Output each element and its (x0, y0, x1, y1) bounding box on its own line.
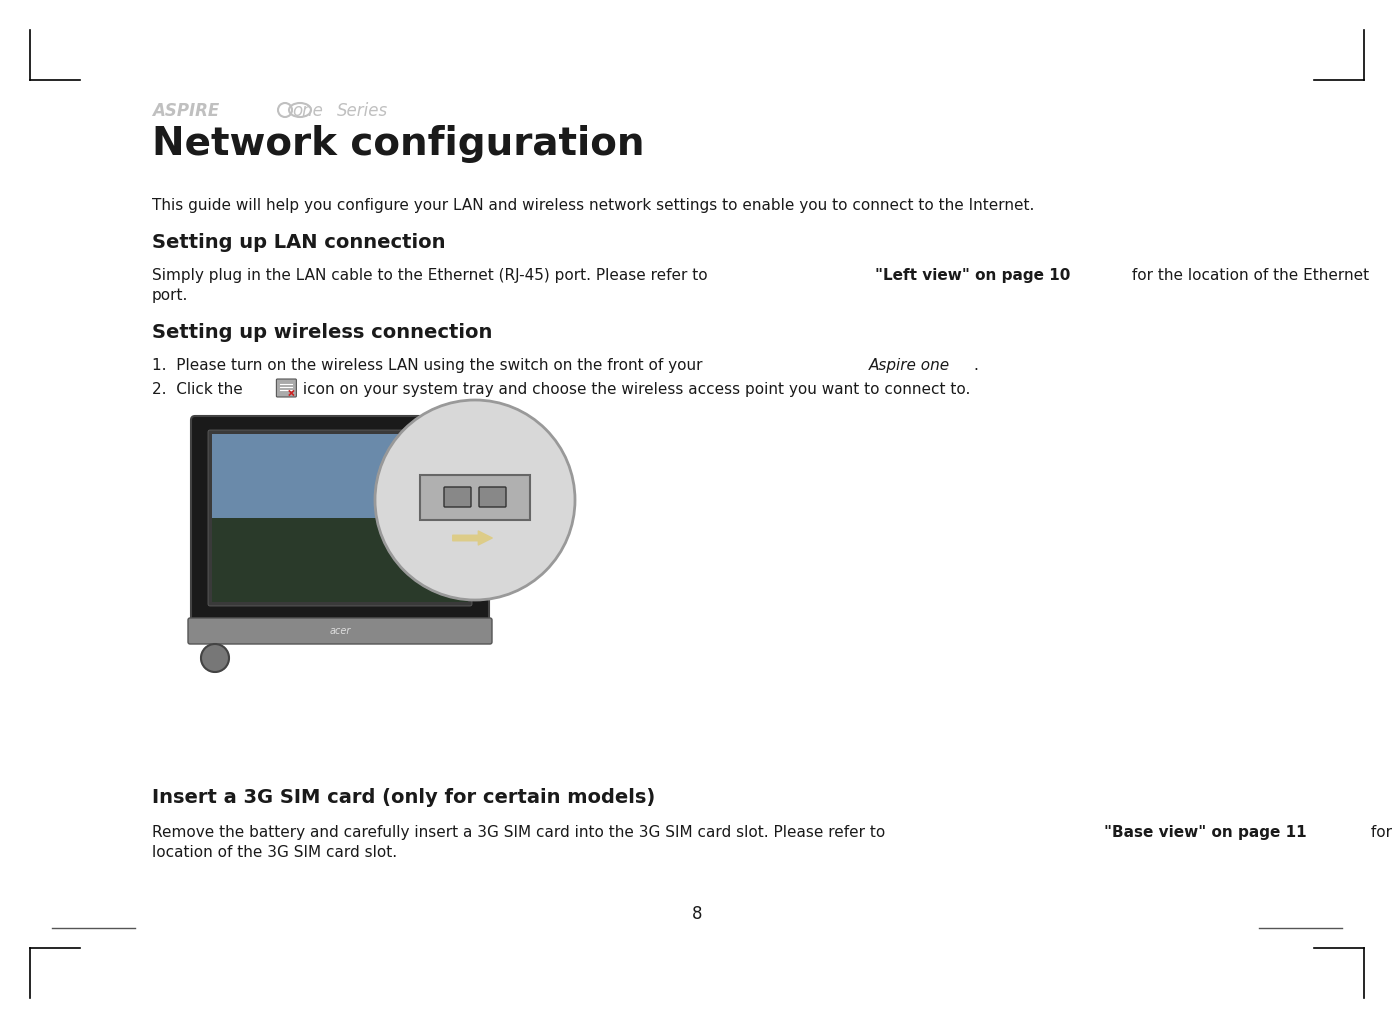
FancyBboxPatch shape (208, 430, 473, 605)
Text: port.: port. (152, 288, 188, 303)
Text: Series: Series (337, 102, 388, 120)
Text: "Base view" on page 11: "Base view" on page 11 (1104, 825, 1308, 840)
FancyBboxPatch shape (188, 618, 492, 644)
Bar (212, 518, 468, 602)
Text: Remove the battery and carefully insert a 3G SIM card into the 3G SIM card slot.: Remove the battery and carefully insert … (152, 825, 891, 840)
Text: Setting up LAN connection: Setting up LAN connection (152, 233, 446, 252)
Circle shape (375, 400, 574, 600)
FancyBboxPatch shape (445, 487, 471, 507)
FancyBboxPatch shape (276, 379, 297, 397)
FancyArrowPatch shape (453, 531, 492, 545)
Text: Insert a 3G SIM card (only for certain models): Insert a 3G SIM card (only for certain m… (152, 788, 655, 807)
Text: location of the 3G SIM card slot.: location of the 3G SIM card slot. (152, 845, 397, 860)
Text: for the location of the Ethernet: for the location of the Ethernet (1128, 268, 1369, 283)
Bar (420, 475, 530, 520)
Text: 2.  Click the: 2. Click the (152, 382, 248, 397)
Text: .: . (973, 358, 979, 373)
Text: acer: acer (329, 626, 351, 636)
Bar (212, 434, 468, 518)
FancyBboxPatch shape (480, 487, 506, 507)
Text: icon on your system tray and choose the wireless access point you want to connec: icon on your system tray and choose the … (298, 382, 970, 397)
Text: Network configuration: Network configuration (152, 125, 644, 163)
Circle shape (201, 644, 229, 672)
Text: Simply plug in the LAN cable to the Ethernet (RJ-45) port. Please refer to: Simply plug in the LAN cable to the Ethe… (152, 268, 712, 283)
Text: Setting up wireless connection: Setting up wireless connection (152, 323, 492, 342)
Text: ASPIRE: ASPIRE (152, 102, 219, 120)
Text: This guide will help you configure your LAN and wireless network settings to ena: This guide will help you configure your … (152, 198, 1034, 213)
Text: 1.  Please turn on the wireless LAN using the switch on the front of your: 1. Please turn on the wireless LAN using… (152, 358, 707, 373)
Text: Aspire one: Aspire one (868, 358, 949, 373)
Text: "Left view" on page 10: "Left view" on page 10 (875, 268, 1071, 283)
Text: for the: for the (1366, 825, 1394, 840)
Text: one: one (291, 102, 323, 120)
Text: 8: 8 (691, 905, 703, 923)
FancyBboxPatch shape (191, 416, 489, 624)
